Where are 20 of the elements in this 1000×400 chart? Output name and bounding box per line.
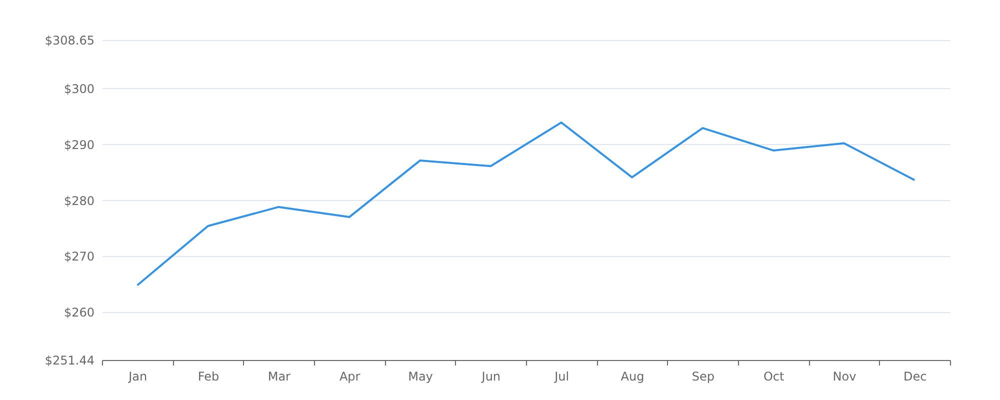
y-tick-label: $300	[64, 82, 94, 96]
y-tick-label: $260	[64, 306, 94, 320]
x-tick-label: Aug	[620, 370, 644, 384]
x-tick-label: Nov	[832, 370, 856, 384]
x-tick-label: Oct	[763, 370, 784, 384]
x-tick-label: Sep	[692, 370, 714, 384]
y-tick-label: $280	[64, 194, 94, 208]
line-series	[136, 122, 916, 286]
x-tick-label: Mar	[268, 370, 291, 384]
x-tick-label: Jun	[480, 370, 501, 384]
x-tick-label: Jan	[128, 370, 148, 384]
x-tick-label: May	[408, 370, 433, 384]
y-tick-label: $270	[64, 250, 94, 264]
x-tick-label: Apr	[339, 370, 360, 384]
x-tick-label: Feb	[198, 370, 220, 384]
x-tick-label: Dec	[904, 370, 927, 384]
y-tick-label: $290	[64, 138, 94, 152]
x-tick-label: Jul	[554, 370, 570, 384]
y-tick-label: $308.65	[44, 34, 94, 48]
y-tick-label: $251.44	[44, 354, 94, 368]
